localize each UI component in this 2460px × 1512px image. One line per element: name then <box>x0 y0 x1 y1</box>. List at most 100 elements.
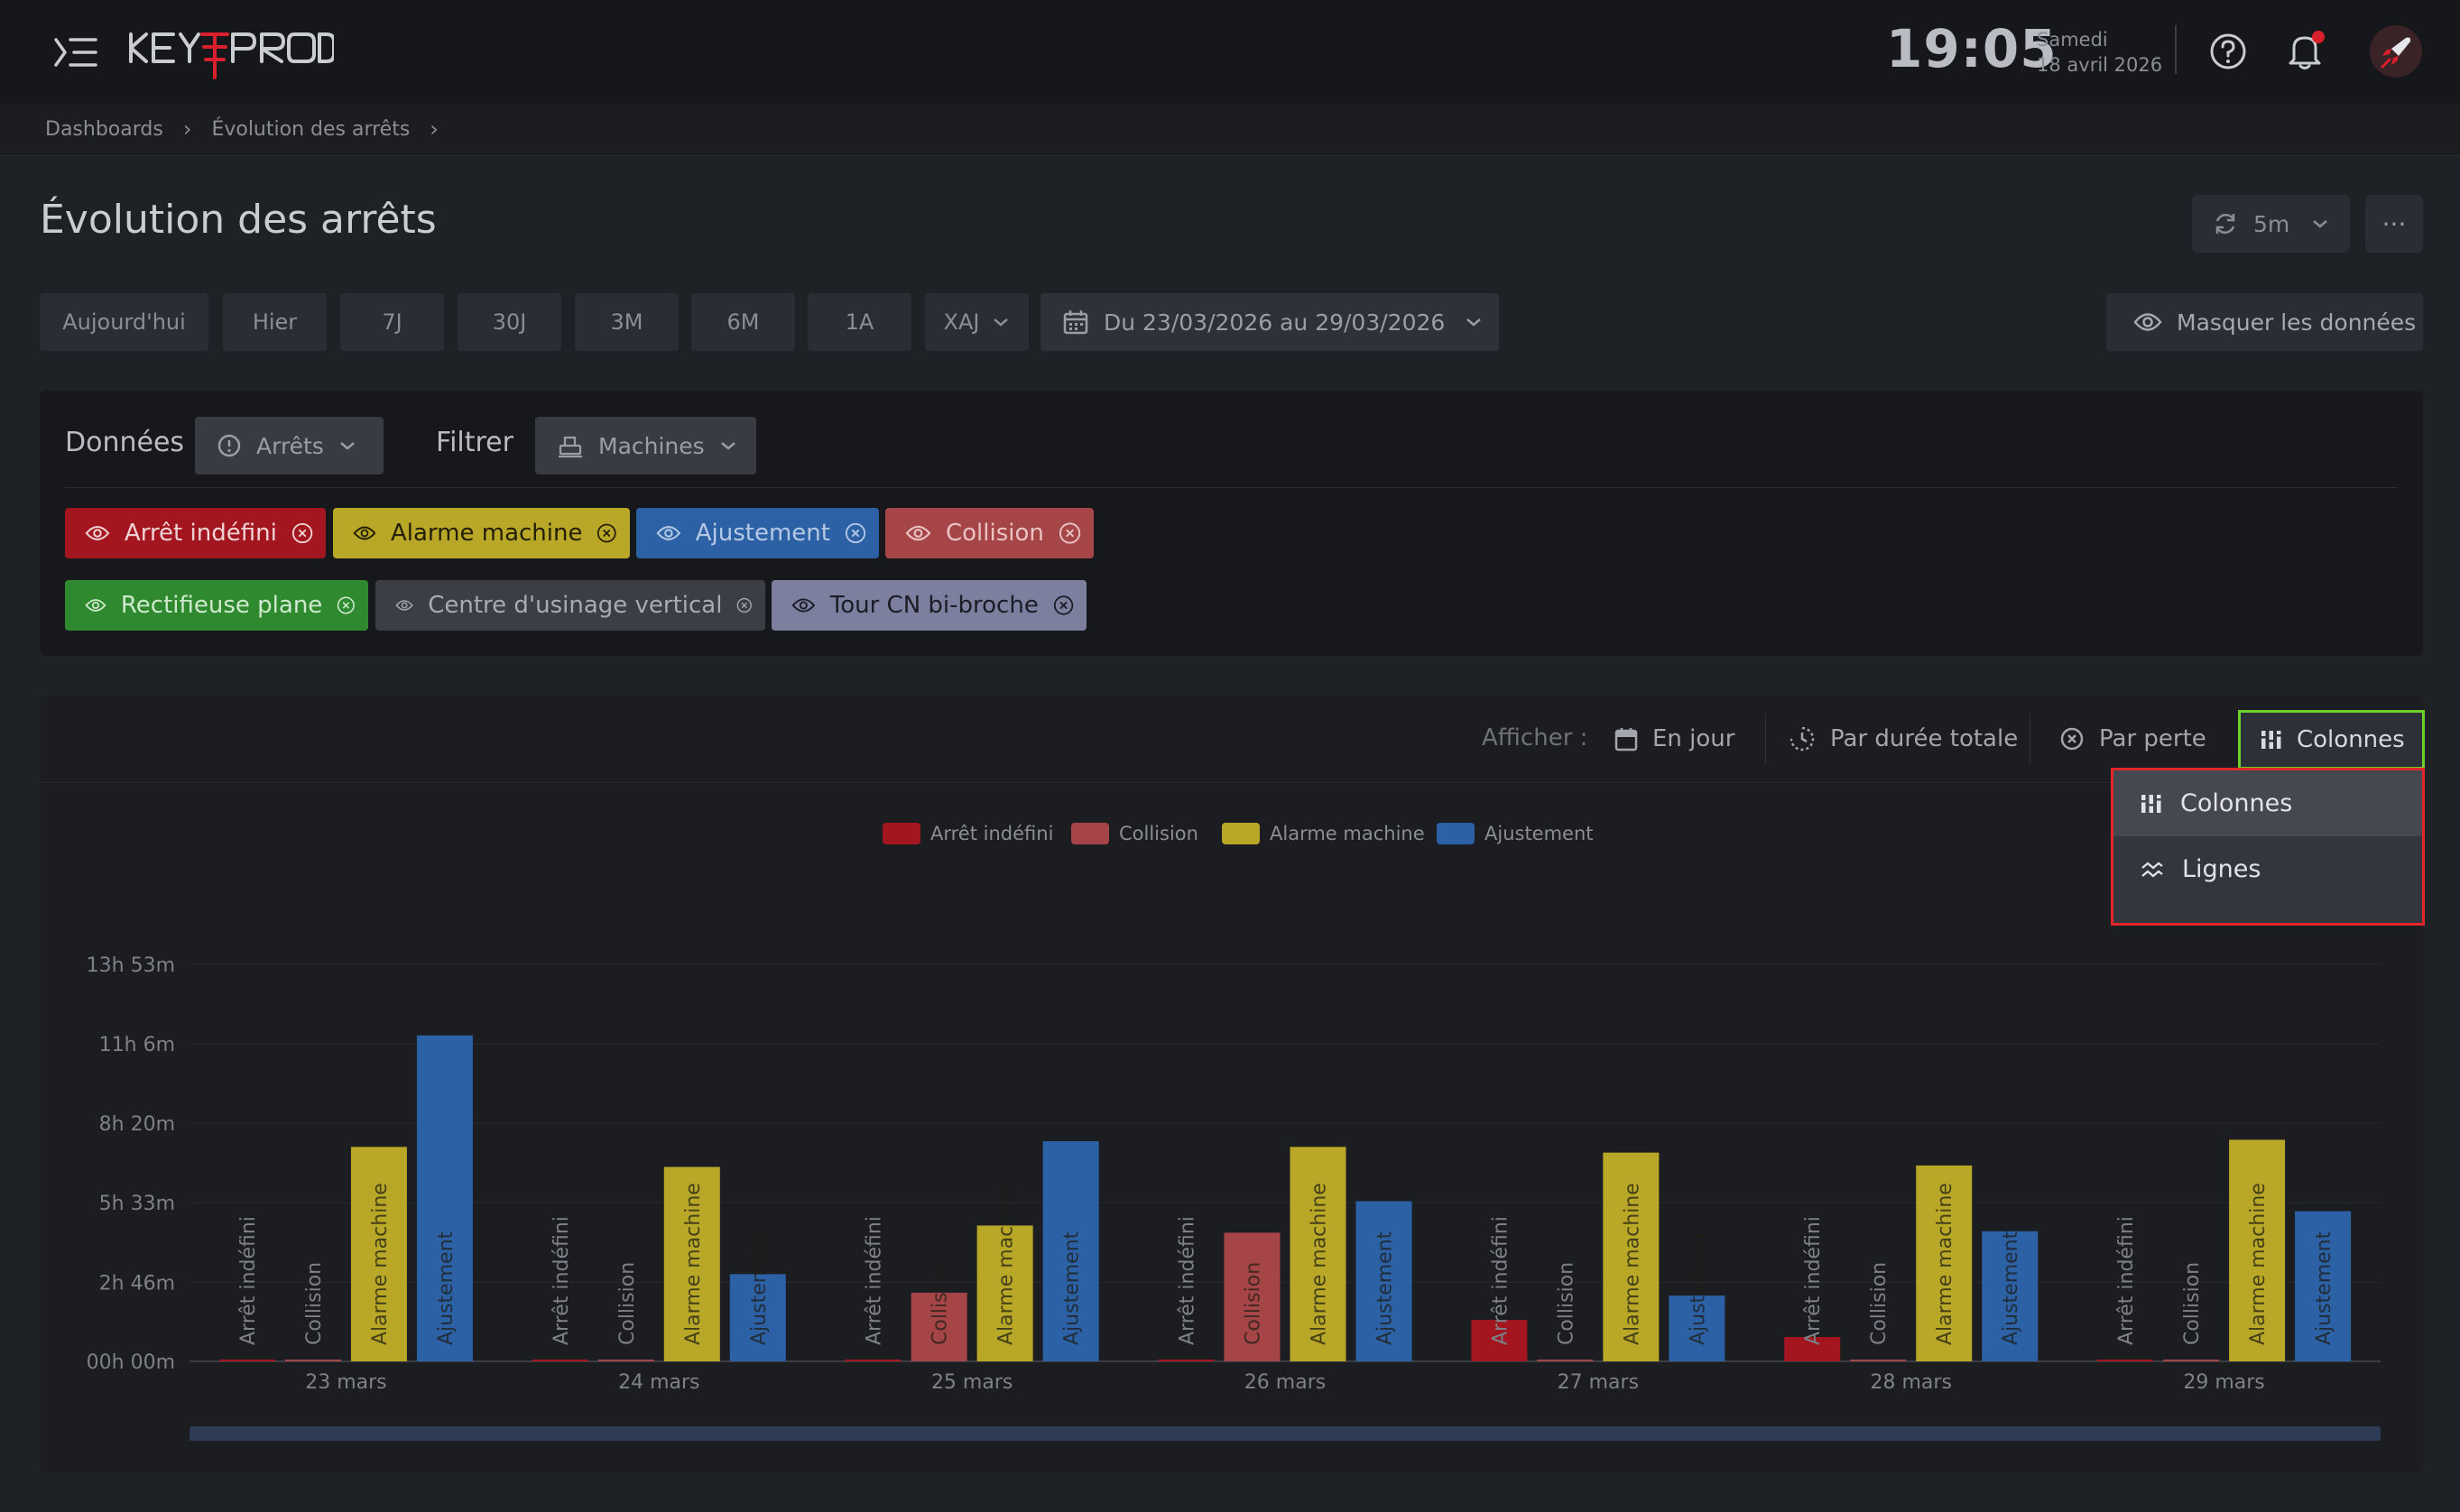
filter-chip[interactable]: Ajustement <box>636 508 879 558</box>
chart-scrollbar[interactable] <box>190 1426 2381 1441</box>
chart-bar[interactable] <box>729 1274 786 1361</box>
period-button[interactable]: 3M <box>575 293 679 351</box>
y-tick-label: 00h 00m <box>87 1351 175 1374</box>
period-button[interactable]: Hier <box>223 293 327 351</box>
breadcrumb-dashboards[interactable]: Dashboards <box>45 117 163 141</box>
period-button[interactable]: 1A <box>808 293 911 351</box>
date-range-picker[interactable]: Du 23/03/2026 au 29/03/2026 <box>1040 293 1499 351</box>
eye-icon <box>791 598 816 613</box>
total-duration-label: Par durée totale <box>1830 725 2019 752</box>
bar-label: Arrêt indéfini <box>237 1216 260 1345</box>
y-tick-label: 5h 33m <box>99 1193 175 1215</box>
refresh-interval-button[interactable]: 5m <box>2192 195 2350 253</box>
per-loss-button[interactable]: Par perte <box>2059 710 2206 768</box>
filter-chip[interactable]: Arrêt indéfini <box>65 508 326 558</box>
keyprod-logo[interactable] <box>126 23 334 83</box>
chevron-down-icon <box>1466 318 1482 327</box>
eye-icon <box>85 599 106 612</box>
legend-swatch[interactable] <box>1222 823 1260 844</box>
period-button[interactable]: 30J <box>458 293 561 351</box>
chart-bar[interactable] <box>845 1360 902 1361</box>
chart-bar[interactable] <box>1669 1295 1725 1361</box>
chart-bar[interactable] <box>1355 1201 1412 1361</box>
chart-bar[interactable] <box>218 1360 275 1361</box>
chart-bar[interactable] <box>911 1292 967 1361</box>
remove-chip-icon[interactable] <box>845 521 866 545</box>
chart-bar[interactable] <box>1471 1320 1528 1361</box>
chart-bar[interactable] <box>416 1035 473 1361</box>
total-duration-button[interactable]: Par durée totale <box>1789 710 2018 768</box>
chart-bar[interactable] <box>1982 1231 2039 1361</box>
toolbar-divider <box>40 782 2423 783</box>
data-type-select[interactable]: Arrêts <box>195 417 384 475</box>
chart-bar[interactable] <box>1224 1232 1281 1361</box>
user-avatar[interactable] <box>2370 25 2422 78</box>
period-label: 1A <box>845 309 874 335</box>
filter-machines-select[interactable]: Machines <box>535 417 756 475</box>
remove-chip-icon[interactable] <box>1059 521 1081 545</box>
legend-label[interactable]: Collision <box>1119 823 1198 844</box>
chart-bar[interactable] <box>2295 1211 2352 1361</box>
remove-chip-icon[interactable] <box>1053 594 1074 617</box>
chart-bar[interactable] <box>976 1225 1033 1361</box>
menu-toggle-icon[interactable] <box>54 34 99 70</box>
chart-bar[interactable] <box>1850 1360 1907 1361</box>
period-button[interactable]: Aujourd'hui <box>40 293 208 351</box>
bar-label: Collision <box>616 1262 639 1345</box>
per-day-button[interactable]: En jour <box>1614 710 1734 768</box>
remove-chip-icon[interactable] <box>291 521 313 545</box>
filter-chip[interactable]: Rectifieuse plane <box>65 580 368 631</box>
hide-data-button[interactable]: Masquer les données <box>2106 293 2423 351</box>
chart-bar[interactable] <box>2229 1139 2286 1361</box>
legend-swatch[interactable] <box>1437 823 1475 844</box>
period-button[interactable]: XAJ <box>925 293 1029 351</box>
filter-chip[interactable]: Collision <box>885 508 1094 558</box>
dropdown-item-lines-label: Lignes <box>2182 855 2261 883</box>
filter-chip-label: Tour CN bi-broche <box>829 592 1039 619</box>
dropdown-item-lines[interactable]: Lignes <box>2113 836 2422 902</box>
legend-swatch[interactable] <box>883 823 920 844</box>
legend-label[interactable]: Arrêt indéfini <box>930 823 1053 844</box>
chart-bar[interactable] <box>663 1166 720 1361</box>
filter-label: Filtrer <box>436 427 513 458</box>
breadcrumb-current[interactable]: Évolution des arrêts <box>211 117 411 141</box>
chart-bar[interactable] <box>1290 1147 1346 1361</box>
more-options-button[interactable]: ··· <box>2365 195 2423 253</box>
chart-bar[interactable] <box>2163 1360 2220 1361</box>
period-label: 30J <box>492 309 527 335</box>
chart-bar[interactable] <box>1784 1337 1841 1361</box>
chart-bar[interactable] <box>1537 1360 1594 1361</box>
period-button[interactable]: 7J <box>340 293 444 351</box>
chart-bar[interactable] <box>284 1360 341 1361</box>
chevron-down-icon <box>720 442 735 450</box>
chart-bar[interactable] <box>1916 1165 1973 1361</box>
legend-label[interactable]: Alarme machine <box>1270 823 1425 844</box>
filter-chip[interactable]: Tour CN bi-broche <box>772 580 1087 631</box>
x-tick-label: 24 mars <box>618 1371 699 1394</box>
chart-bar[interactable] <box>597 1360 654 1361</box>
remove-chip-icon[interactable] <box>597 521 617 545</box>
dropdown-item-columns[interactable]: Colonnes <box>2113 770 2422 836</box>
filter-chip[interactable]: Alarme machine <box>333 508 630 558</box>
y-tick-label: 13h 53m <box>87 954 175 977</box>
chart-bar[interactable] <box>1158 1360 1215 1361</box>
legend-label[interactable]: Ajustement <box>1484 823 1594 844</box>
chart-bar[interactable] <box>532 1360 588 1361</box>
bar-label: Collision <box>929 1262 952 1345</box>
period-button[interactable]: 6M <box>691 293 795 351</box>
chart-bar[interactable] <box>1603 1152 1660 1361</box>
chart-bar[interactable] <box>350 1147 407 1361</box>
x-tick-label: 28 mars <box>1871 1371 1952 1394</box>
chart-bar[interactable] <box>1042 1140 1099 1361</box>
remove-chip-icon[interactable] <box>736 594 753 617</box>
period-label: Hier <box>252 309 298 335</box>
eye-icon <box>2133 313 2162 331</box>
legend-swatch[interactable] <box>1071 823 1109 844</box>
filter-chip[interactable]: Centre d'usinage vertical <box>375 580 765 631</box>
notifications-bell-icon[interactable] <box>2287 31 2323 70</box>
chevron-down-icon <box>340 442 355 450</box>
chart-bar[interactable] <box>2097 1360 2154 1361</box>
bar-label: Alarme machine <box>2247 1183 2270 1345</box>
remove-chip-icon[interactable] <box>337 594 356 617</box>
help-icon[interactable] <box>2209 32 2247 70</box>
